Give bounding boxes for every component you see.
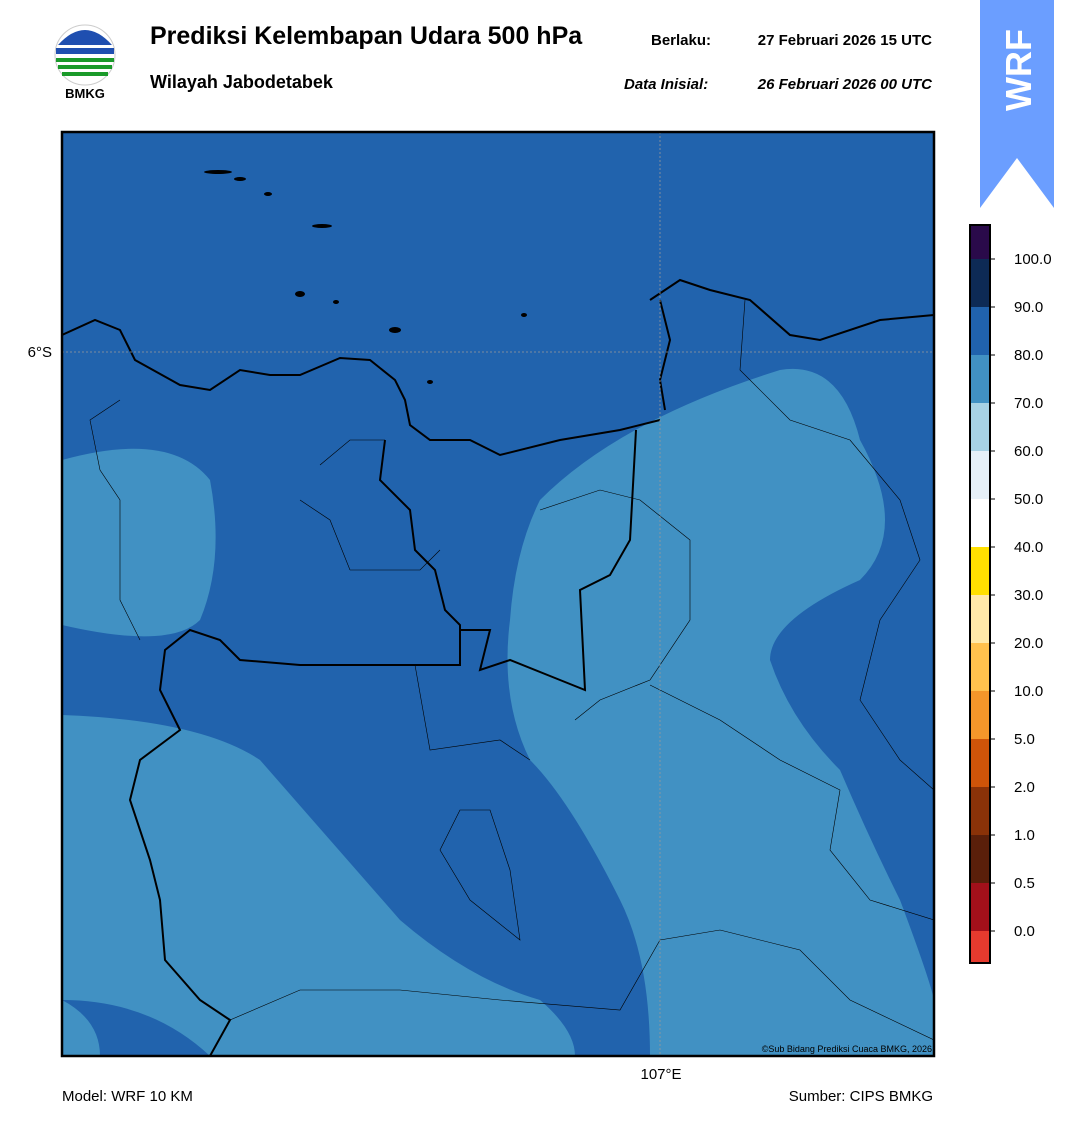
colorbar-label: 20.0 <box>1014 635 1043 652</box>
colorbar-segment <box>970 883 990 931</box>
logo-text: BMKG <box>65 86 105 101</box>
colorbar-segment <box>970 355 990 403</box>
title: Prediksi Kelembapan Udara 500 hPa <box>150 22 583 50</box>
init-label: Data Inisial: <box>624 76 708 93</box>
colorbar-label: 100.0 <box>1014 251 1052 268</box>
init-time: 26 Februari 2026 00 UTC <box>757 76 933 93</box>
colorbar-segment <box>970 931 990 963</box>
copyright: ©Sub Bidang Prediksi Cuaca BMKG, 2026 <box>762 1044 932 1054</box>
colorbar-segment <box>970 547 990 595</box>
colorbar-segment <box>970 499 990 547</box>
colorbar-label: 50.0 <box>1014 491 1043 508</box>
source-note: Sumber: CIPS BMKG <box>789 1088 933 1105</box>
colorbar-label: 5.0 <box>1014 731 1035 748</box>
colorbar: 0.0 0.5 1.0 2.0 5.0 10.0 20.0 30.0 40.0 50.0 60.0 7… <box>969 224 1052 964</box>
colorbar-frame <box>969 224 991 964</box>
islands <box>204 170 527 384</box>
colorbar-segment <box>970 225 990 259</box>
colorbar-segment <box>970 643 990 691</box>
colorbar-segment <box>970 691 990 739</box>
colorbar-segment <box>970 307 990 355</box>
colorbar-label: 80.0 <box>1014 347 1043 364</box>
colorbar-label: 60.0 <box>1014 443 1043 460</box>
colorbar-label: 90.0 <box>1014 299 1043 316</box>
lon-label: 107°E <box>640 1066 681 1083</box>
colorbar-label: 0.0 <box>1014 923 1035 940</box>
colorbar-label: 70.0 <box>1014 395 1043 412</box>
map-frame <box>60 130 936 1058</box>
colorbar-label: 40.0 <box>1014 539 1043 556</box>
colorbar-segment <box>970 259 990 307</box>
lat-label: 6°S <box>28 344 52 361</box>
valid-time: 27 Februari 2026 15 UTC <box>758 32 932 49</box>
colorbar-label: 30.0 <box>1014 587 1043 604</box>
colorbar-segment <box>970 451 990 499</box>
model-note: Model: WRF 10 KM <box>62 1088 193 1105</box>
colorbar-segment <box>970 403 990 451</box>
colorbar-label: 10.0 <box>1014 683 1043 700</box>
map: ©Sub Bidang Prediksi Cuaca BMKG, 2026 <box>62 132 934 1056</box>
colorbar-segment <box>970 595 990 643</box>
colorbar-segment <box>970 787 990 835</box>
colorbar-label: 0.5 <box>1014 875 1035 892</box>
colorbar-label: 1.0 <box>1014 827 1035 844</box>
badge-text: WRF <box>998 29 1039 111</box>
valid-label: Berlaku: <box>651 32 711 49</box>
logo: BMKG <box>54 24 116 101</box>
subtitle: Wilayah Jabodetabek <box>150 72 334 92</box>
colorbar-label: 2.0 <box>1014 779 1035 796</box>
boundaries <box>89 299 934 1041</box>
badge <box>980 0 1054 208</box>
coastline <box>62 278 934 1056</box>
colorbar-segment <box>970 835 990 883</box>
colorbar-segment <box>970 739 990 787</box>
